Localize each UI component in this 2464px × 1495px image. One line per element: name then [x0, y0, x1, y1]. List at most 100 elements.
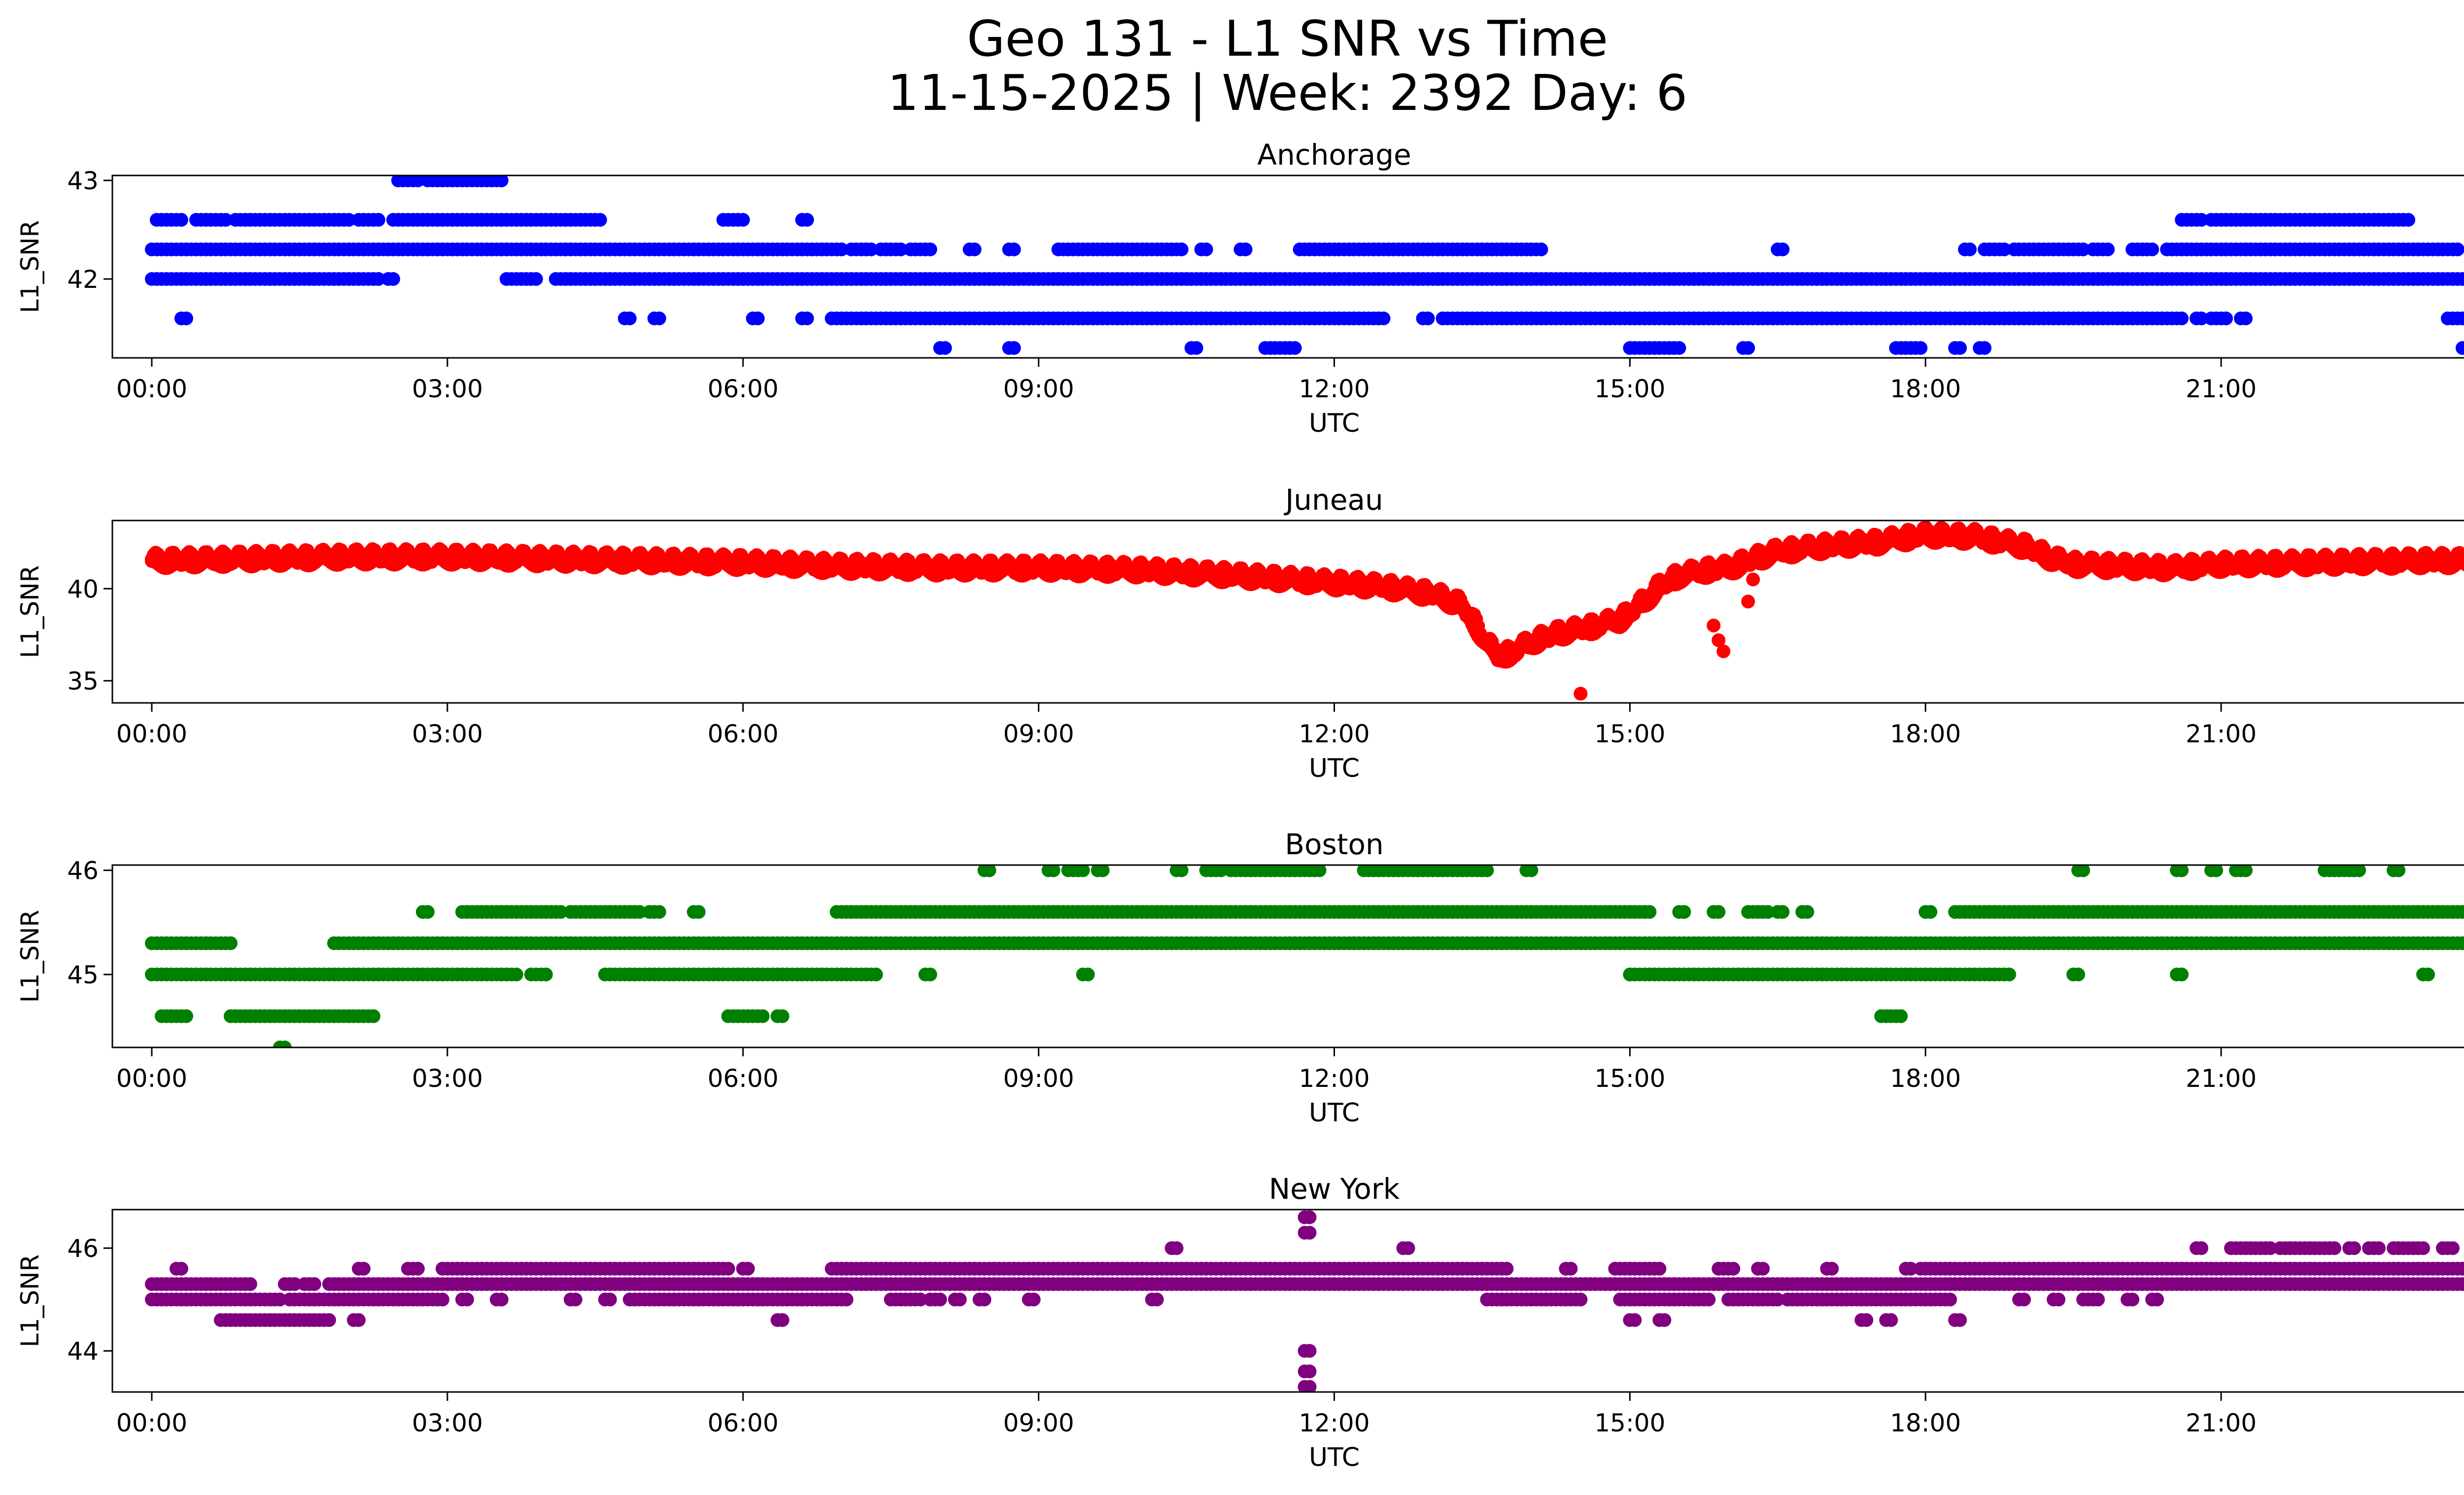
data-point	[1711, 905, 1726, 919]
data-point	[2461, 905, 2464, 918]
scatter-points-boston	[145, 865, 2464, 1047]
panel-title-juneau: Juneau	[1284, 483, 1383, 517]
data-point	[2461, 342, 2464, 354]
data-point	[691, 905, 706, 919]
data-point	[755, 1009, 770, 1023]
data-point	[219, 213, 233, 227]
data-point	[179, 312, 193, 325]
x-tick-label: 15:00	[1594, 375, 1665, 403]
data-point	[938, 341, 952, 355]
data-point	[371, 213, 385, 227]
data-point	[736, 213, 750, 227]
data-point	[1953, 341, 1967, 355]
x-tick-label: 18:00	[1890, 1064, 1961, 1093]
data-point	[1288, 341, 1302, 355]
y-tick-label: 46	[67, 857, 99, 885]
data-point	[1169, 1241, 1184, 1255]
data-point	[1421, 312, 1435, 325]
data-point	[593, 213, 607, 227]
data-point	[1716, 644, 1731, 659]
data-point	[2145, 243, 2159, 256]
data-point	[2263, 1241, 2278, 1255]
data-point	[2347, 1241, 2361, 1255]
y-axis-label: L1_SNR	[16, 565, 44, 659]
data-point	[1746, 572, 1760, 587]
data-point	[864, 243, 878, 256]
panel-title-boston: Boston	[1285, 828, 1383, 861]
data-point	[800, 312, 814, 325]
x-tick-label: 18:00	[1890, 720, 1961, 748]
x-tick-label: 00:00	[116, 1064, 187, 1093]
data-point	[1672, 341, 1686, 355]
x-tick-label: 03:00	[412, 1064, 483, 1093]
data-point	[2461, 937, 2464, 949]
x-tick-label: 21:00	[2186, 720, 2257, 748]
x-tick-label: 00:00	[116, 375, 187, 403]
data-point	[652, 905, 666, 919]
data-point	[2076, 865, 2090, 877]
data-point	[1776, 243, 1790, 256]
data-point	[2194, 312, 2209, 325]
data-point	[2352, 865, 2366, 877]
data-point	[2101, 243, 2115, 256]
data-point	[1677, 905, 1691, 919]
data-point	[1643, 905, 1657, 919]
data-point	[2175, 865, 2189, 877]
x-tick-label: 09:00	[1003, 720, 1074, 748]
data-point	[2372, 1241, 2386, 1255]
data-point	[1007, 243, 1021, 256]
data-point	[1741, 341, 1755, 355]
data-point	[1238, 243, 1253, 256]
data-point	[652, 312, 666, 325]
data-point	[1997, 243, 2012, 256]
data-point	[539, 968, 553, 981]
data-point	[1574, 687, 1588, 701]
data-point	[1076, 865, 1090, 877]
data-point	[1376, 312, 1391, 325]
data-point	[1095, 865, 1110, 877]
data-point	[277, 1041, 292, 1047]
data-point	[1007, 341, 1021, 355]
data-point	[1894, 1009, 1908, 1023]
data-point	[1963, 243, 1977, 256]
data-point	[982, 865, 996, 877]
data-point	[1302, 1225, 1317, 1240]
data-point	[2194, 1241, 2209, 1255]
y-tick-label: 43	[67, 167, 99, 195]
data-point	[1480, 865, 1494, 877]
scatter-points-juneau	[145, 521, 2464, 701]
data-point	[2451, 243, 2464, 256]
y-axis-label: L1_SNR	[16, 910, 44, 1003]
axes-frame-anchorage	[111, 174, 2464, 359]
data-point	[632, 905, 647, 919]
data-point	[751, 312, 765, 325]
x-tick-label: 06:00	[708, 720, 779, 748]
data-point	[2461, 273, 2464, 285]
x-axis-label: UTC	[1309, 409, 1360, 438]
data-point	[2401, 213, 2416, 227]
data-point	[2239, 312, 2253, 325]
data-point	[224, 936, 238, 950]
x-tick-label: 03:00	[412, 720, 483, 748]
data-point	[2209, 865, 2224, 877]
y-tick-label: 35	[67, 667, 99, 695]
x-axis-label: UTC	[1309, 754, 1360, 783]
data-point	[1174, 243, 1189, 256]
data-point	[622, 312, 637, 325]
x-tick-label: 03:00	[412, 375, 483, 403]
x-tick-label: 06:00	[708, 375, 779, 403]
figure-subtitle: 11-15-2025 | Week: 2392 Day: 6	[887, 64, 1688, 122]
data-point	[1534, 243, 1548, 256]
data-point	[2239, 865, 2253, 877]
x-tick-label: 09:00	[1003, 375, 1074, 403]
x-tick-label: 15:00	[1594, 720, 1665, 748]
data-point	[371, 272, 385, 286]
data-point	[1524, 865, 1539, 877]
data-point	[179, 1009, 193, 1023]
x-tick-label: 12:00	[1299, 1064, 1369, 1093]
data-point	[834, 243, 849, 256]
data-point	[2071, 968, 2086, 981]
